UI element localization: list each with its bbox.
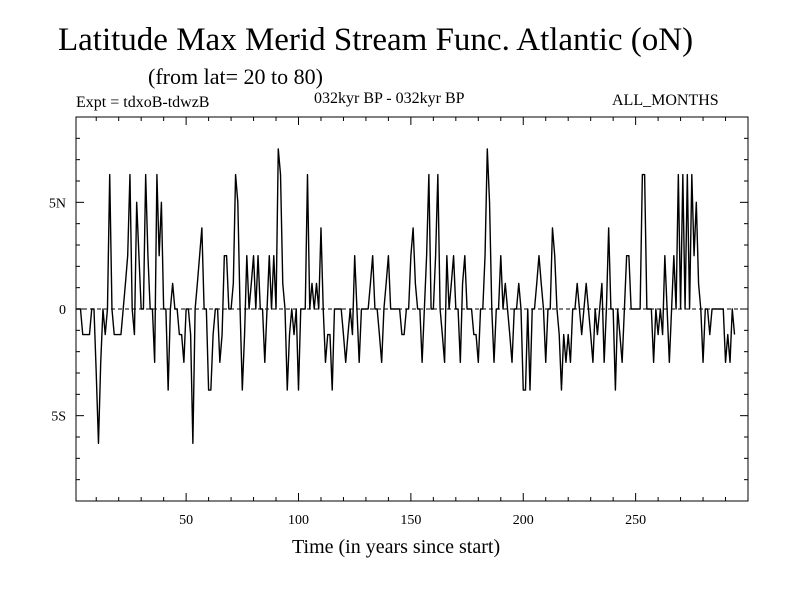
series-layer [76, 148, 736, 445]
chart-title: Latitude Max Merid Stream Func. Atlantic… [58, 22, 694, 58]
x-tick-label: 200 [513, 513, 534, 528]
period-label: 032kyr BP - 032kyr BP [314, 90, 465, 107]
x-tick-label: 150 [400, 513, 421, 528]
x-tick-label: 100 [288, 513, 309, 528]
x-axis-label: Time (in years since start) [292, 536, 501, 558]
axis-ticks: 50 100 150 200 250 5N 0 5S [49, 117, 749, 528]
y-tick-label: 0 [59, 303, 66, 318]
series-line [76, 148, 736, 445]
chart-subtitle: (from lat= 20 to 80) [148, 64, 323, 89]
y-tick-label: 5S [51, 410, 66, 425]
experiment-label: Expt = tdxoB-tdwzB [76, 94, 210, 111]
x-tick-label: 50 [179, 513, 193, 528]
months-label: ALL_MONTHS [612, 92, 719, 109]
x-tick-label: 250 [625, 513, 646, 528]
plot-frame [75, 116, 749, 502]
y-tick-label: 5N [49, 196, 66, 211]
